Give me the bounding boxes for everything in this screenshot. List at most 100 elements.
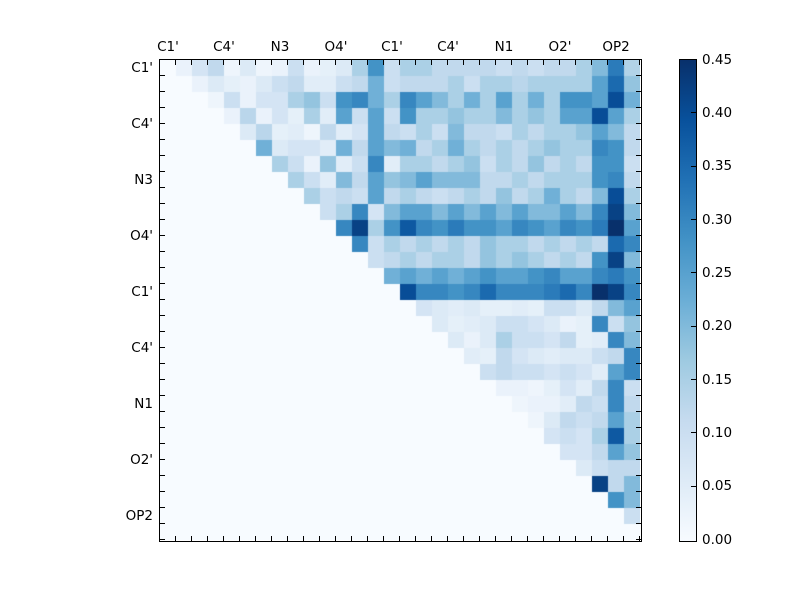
x-tick-label: C4' <box>213 39 235 55</box>
colorbar-gradient <box>679 59 696 541</box>
minor-tick-top <box>334 59 336 65</box>
minor-tick-left <box>159 330 165 332</box>
heatmap-matrix <box>159 59 640 540</box>
x-tick-label: C1' <box>381 39 403 55</box>
minor-tick-top <box>462 59 464 65</box>
minor-tick-right <box>635 202 641 204</box>
x-tick-label: O4' <box>324 39 348 55</box>
minor-tick-bottom <box>606 535 608 541</box>
minor-tick-left <box>160 59 165 60</box>
minor-tick-left <box>159 346 165 348</box>
x-tick-label: N1 <box>494 39 514 55</box>
minor-tick-top <box>590 59 592 65</box>
minor-tick-bottom <box>462 535 464 541</box>
minor-tick-right <box>635 490 641 492</box>
minor-tick-left <box>159 426 165 428</box>
minor-tick-left <box>159 266 165 268</box>
minor-tick-bottom <box>414 535 416 541</box>
minor-tick-top <box>174 59 176 65</box>
colorbar-tick <box>690 432 696 434</box>
y-tick-label: C1' <box>131 284 153 300</box>
colorbar-tick <box>690 112 696 114</box>
minor-tick-bottom <box>542 535 544 541</box>
minor-tick-bottom <box>510 535 512 541</box>
minor-tick-right <box>635 218 641 220</box>
minor-tick-left <box>159 442 165 444</box>
minor-tick-top <box>510 59 512 65</box>
minor-tick-top <box>350 59 352 65</box>
minor-tick-top <box>286 59 288 65</box>
colorbar-tick-label: 0.35 <box>702 158 733 175</box>
y-tick-label: O4' <box>130 228 153 244</box>
minor-tick-left <box>159 218 165 220</box>
minor-tick-top <box>430 59 432 65</box>
minor-tick-left <box>159 186 165 188</box>
minor-tick-right <box>635 346 641 348</box>
x-tick-label: O2' <box>548 39 572 55</box>
minor-tick-right <box>635 90 641 92</box>
minor-tick-right <box>635 506 641 508</box>
colorbar-tick <box>690 325 696 327</box>
y-tick-label: O2' <box>130 452 153 468</box>
minor-tick-top <box>398 59 400 65</box>
minor-tick-bottom <box>238 535 240 541</box>
minor-tick-left <box>159 538 165 540</box>
colorbar-tick-label: 0.00 <box>702 531 733 548</box>
minor-tick-left <box>159 170 165 172</box>
minor-tick-bottom <box>382 535 384 541</box>
minor-tick-top <box>478 59 480 65</box>
minor-tick-bottom <box>622 535 624 541</box>
minor-tick-right <box>635 330 641 332</box>
minor-tick-right <box>635 362 641 364</box>
minor-tick-bottom <box>190 535 192 541</box>
minor-tick-left <box>159 394 165 396</box>
minor-tick-left <box>159 282 165 284</box>
minor-tick-bottom <box>590 535 592 541</box>
colorbar-tick-label: 0.45 <box>702 51 733 68</box>
colorbar-tick <box>690 165 696 167</box>
minor-tick-bottom <box>174 535 176 541</box>
colorbar-tick-label: 0.20 <box>702 318 733 335</box>
minor-tick-top <box>238 59 240 65</box>
minor-tick-top <box>526 59 528 65</box>
minor-tick-bottom <box>270 535 272 541</box>
minor-tick-right <box>635 186 641 188</box>
minor-tick-right <box>635 298 641 300</box>
minor-tick-right <box>635 234 641 236</box>
minor-tick-bottom <box>638 535 640 541</box>
minor-tick-left <box>159 458 165 460</box>
colorbar-tick <box>690 485 696 487</box>
minor-tick-left <box>159 234 165 236</box>
minor-tick-top <box>382 59 384 65</box>
y-tick-label: OP2 <box>125 508 153 524</box>
minor-tick-left <box>159 298 165 300</box>
minor-tick-right <box>635 74 641 76</box>
colorbar-tick <box>690 272 696 274</box>
minor-tick-bottom <box>366 535 368 541</box>
minor-tick-left <box>159 122 165 124</box>
minor-tick-bottom <box>574 535 576 541</box>
minor-tick-left <box>159 522 165 524</box>
minor-tick-right <box>635 410 641 412</box>
minor-tick-left <box>159 90 165 92</box>
minor-tick-bottom <box>446 535 448 541</box>
minor-tick-left <box>159 202 165 204</box>
minor-tick-left <box>159 154 165 156</box>
minor-tick-left <box>159 106 165 108</box>
y-tick-label: C1' <box>131 60 153 76</box>
minor-tick-top <box>318 59 320 65</box>
colorbar-tick <box>690 379 696 380</box>
minor-tick-left <box>159 490 165 492</box>
minor-tick-right <box>635 138 641 140</box>
minor-tick-bottom <box>558 535 560 541</box>
minor-tick-top <box>558 59 560 65</box>
colorbar-tick-label: 0.40 <box>702 104 733 121</box>
x-tick-label: N3 <box>270 39 290 55</box>
minor-tick-right <box>635 394 641 396</box>
colorbar-tick <box>690 219 696 220</box>
minor-tick-right <box>635 106 641 108</box>
minor-tick-right <box>635 458 641 460</box>
minor-tick-top <box>446 59 448 65</box>
colorbar-tick-label: 0.25 <box>702 264 733 281</box>
minor-tick-top <box>574 59 576 65</box>
